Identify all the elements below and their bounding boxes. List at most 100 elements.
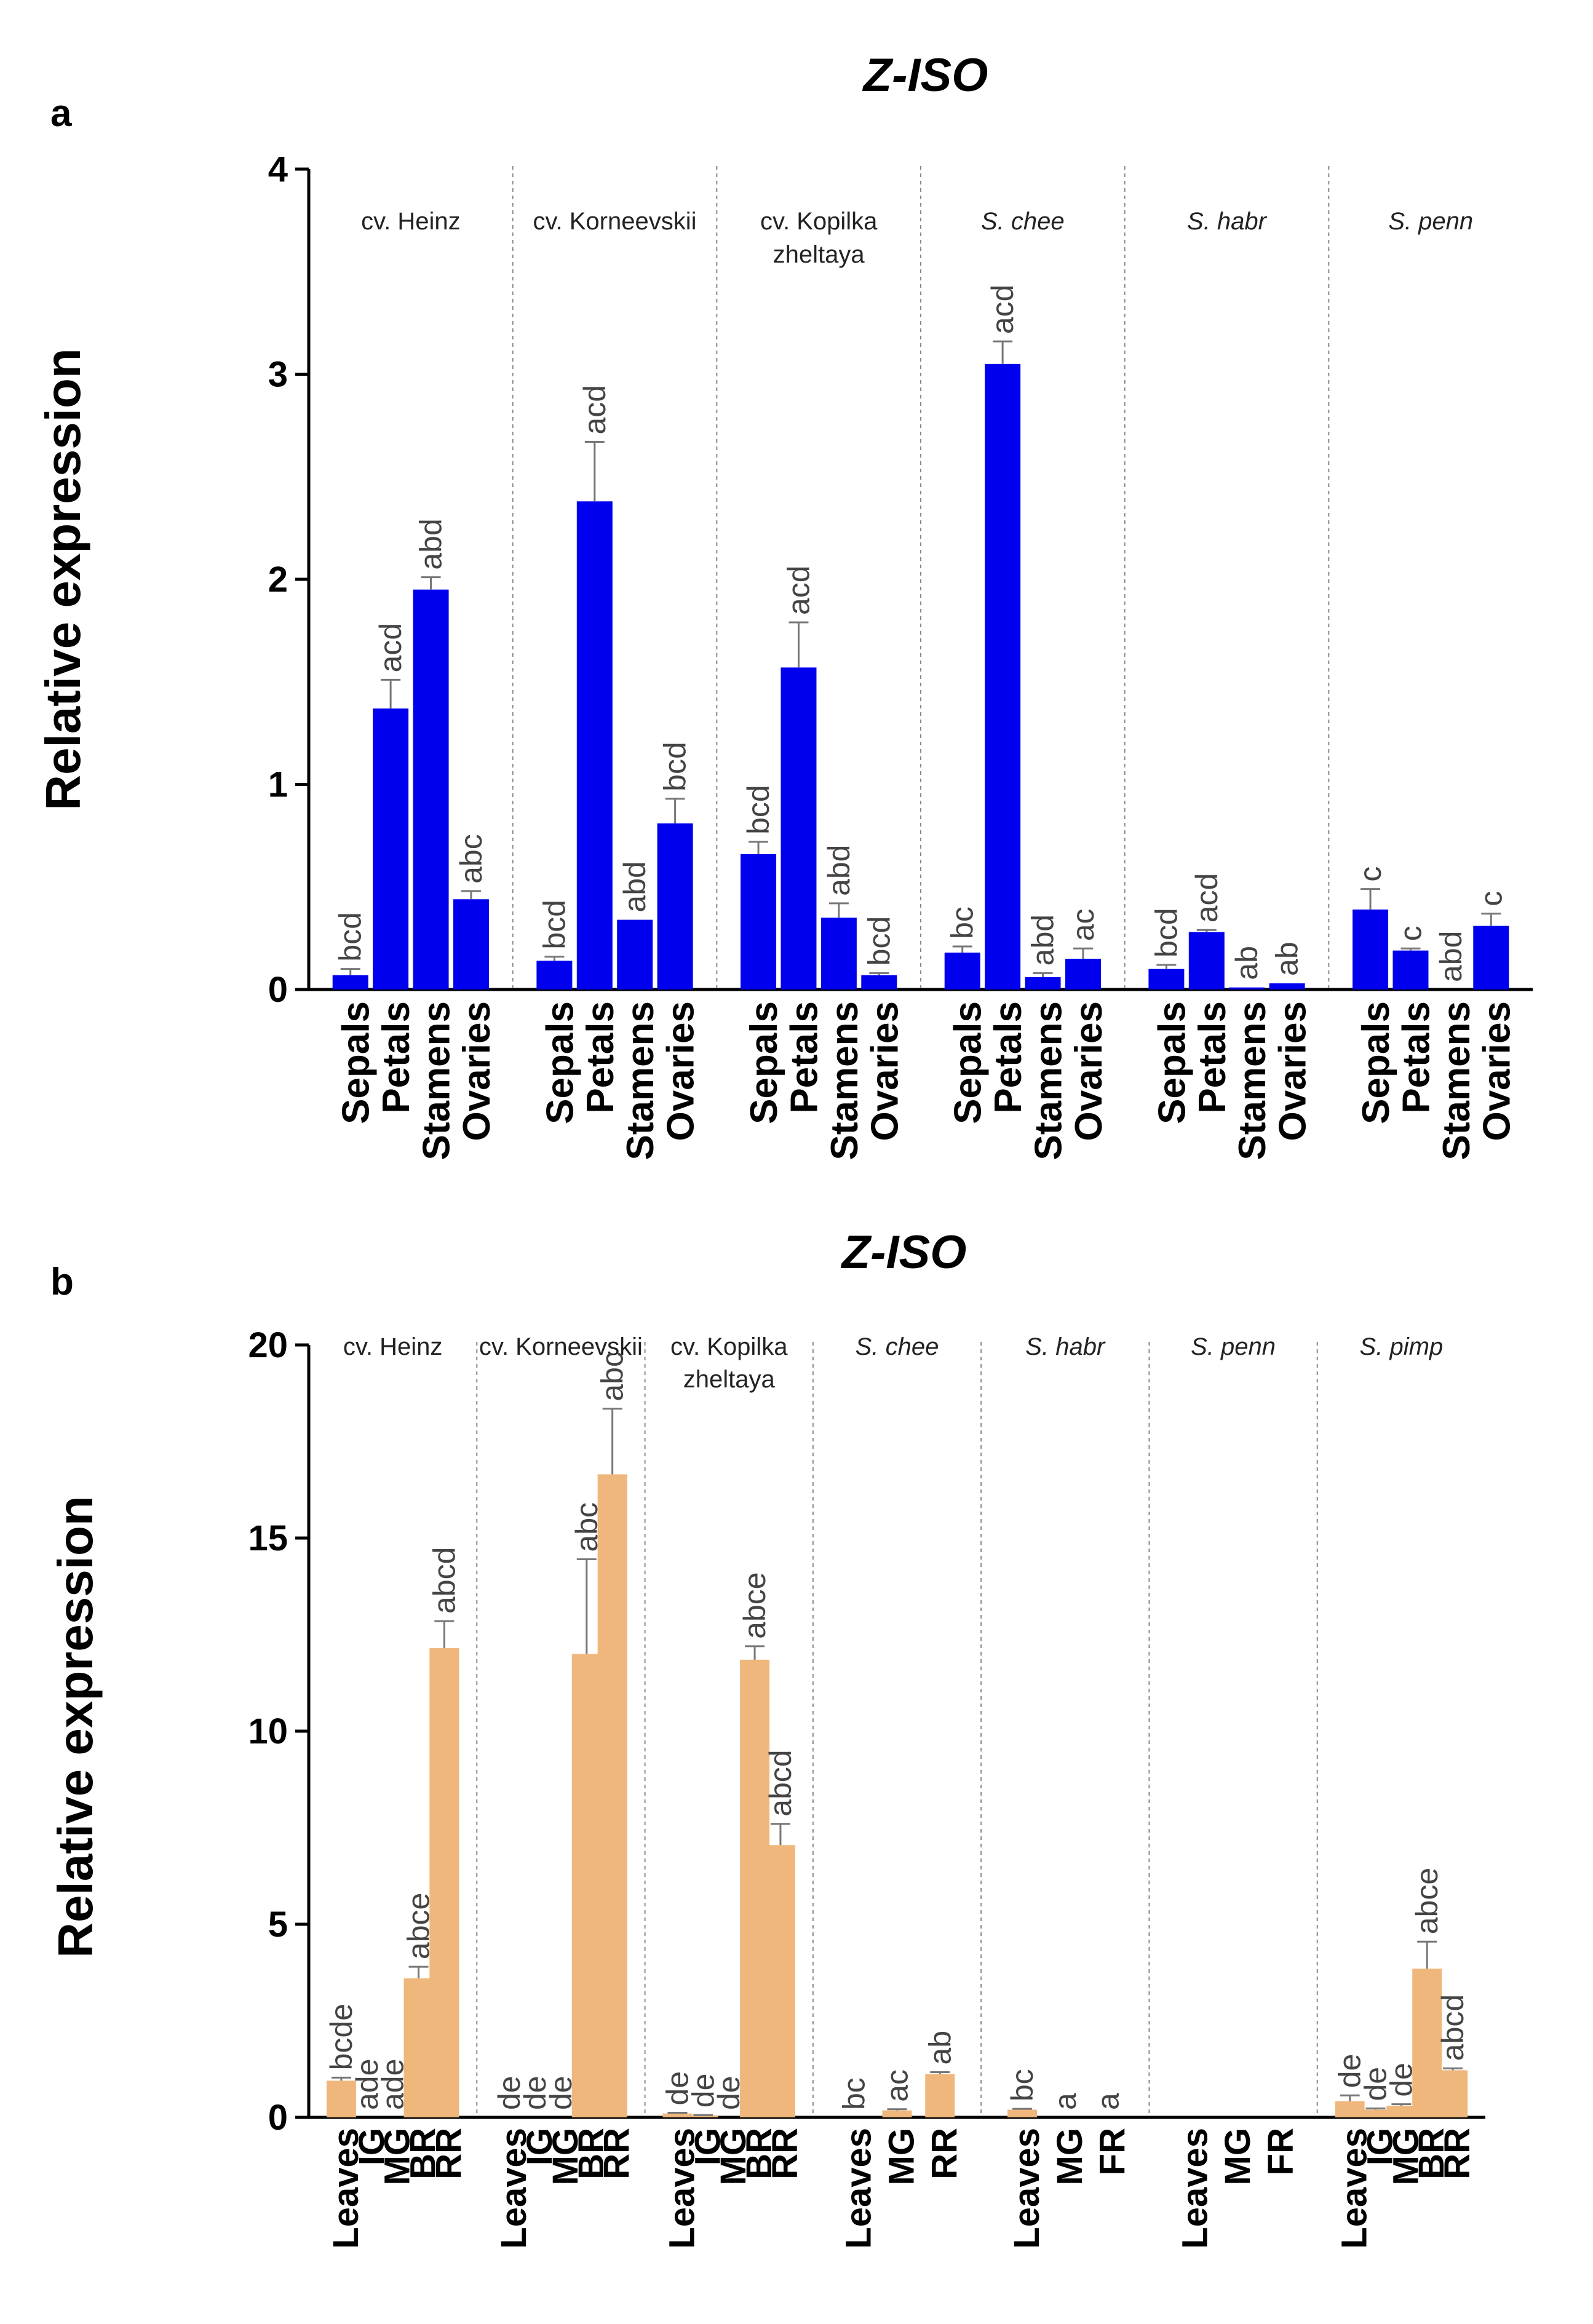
x-tick-label: MG xyxy=(713,2128,753,2185)
x-tick-label: Stamens xyxy=(1028,1001,1070,1160)
x-tick-label: Sepals xyxy=(1355,1001,1397,1124)
x-tick-label: MG xyxy=(1386,2128,1426,2185)
significance-label: de xyxy=(1359,2067,1393,2101)
bar xyxy=(820,918,857,989)
bar xyxy=(1025,977,1061,989)
x-tick-label: Ovaries xyxy=(660,1001,702,1141)
x-tick-label: Ovaries xyxy=(1272,1001,1314,1141)
bar xyxy=(1386,2106,1416,2117)
significance-label: c xyxy=(1393,926,1428,941)
significance-label: ac xyxy=(880,2069,915,2102)
chart-panel-b: b Z-ISO Relative expression 0 5 10 15 20 cv. Hei… xyxy=(48,1226,1485,2249)
x-tick-label: FR xyxy=(1261,2128,1301,2175)
significance-label: ac xyxy=(1066,908,1100,941)
bar xyxy=(985,363,1021,989)
bar xyxy=(326,2080,356,2117)
group-label: cv. Heinz xyxy=(343,1333,443,1360)
x-tick-label: IG xyxy=(352,2128,392,2165)
x-tick-label: FR xyxy=(1093,2128,1133,2175)
x-tick-label: Petals xyxy=(1191,1001,1234,1114)
significance-label: acd xyxy=(578,385,612,435)
x-tick-label: RR xyxy=(1437,2128,1477,2179)
x-tick-label: Stamens xyxy=(1231,1001,1274,1160)
x-tick-label: MG xyxy=(378,2128,418,2185)
x-tick-label: MG xyxy=(546,2128,586,2185)
bar xyxy=(1007,2109,1038,2117)
significance-label: bc xyxy=(945,906,980,939)
x-tick-label: Leaves xyxy=(494,2128,534,2249)
bar xyxy=(1361,2109,1391,2117)
significance-label: de xyxy=(492,2076,526,2110)
significance-label: abce xyxy=(1410,1868,1444,1934)
group-label: S. chee xyxy=(856,1333,939,1360)
y-tick-label: 15 xyxy=(248,1518,288,1558)
significance-label: ab xyxy=(1230,946,1264,980)
chart-title: Z-ISO xyxy=(862,49,988,101)
bar xyxy=(688,2115,718,2117)
bar xyxy=(571,1654,602,2117)
x-tick-label: Sepals xyxy=(335,1001,378,1124)
x-tick-label: RR xyxy=(765,2128,805,2179)
bar xyxy=(925,2074,955,2117)
significance-label: de xyxy=(661,2071,695,2106)
y-tick-label: 5 xyxy=(268,1905,288,1945)
x-tick-label: Ovaries xyxy=(864,1001,906,1141)
x-tick-label: Stamens xyxy=(1436,1001,1478,1160)
significance-label: abc xyxy=(595,1352,630,1402)
y-axis-label: Relative expression xyxy=(36,348,90,810)
significance-label: abc xyxy=(454,834,488,884)
significance-label: bcd xyxy=(537,900,571,950)
x-tick-label: MG xyxy=(1050,2128,1090,2185)
significance-label: ab xyxy=(1270,942,1305,976)
significance-label: de xyxy=(518,2076,552,2110)
x-tick-label: Ovaries xyxy=(1476,1001,1518,1141)
significance-label: acd xyxy=(373,623,408,673)
group-label: cv. Heinz xyxy=(361,208,461,235)
panel-label: a xyxy=(50,92,72,135)
group-label: S. habr xyxy=(1187,208,1268,235)
x-tick-label: Stamens xyxy=(824,1001,866,1160)
y-axis-label: Relative expression xyxy=(48,1496,103,1957)
significance-label: bcd xyxy=(1149,908,1183,958)
group-label: cv. Kopilka zheltaya xyxy=(760,208,878,268)
bar xyxy=(413,589,449,989)
bar xyxy=(1269,983,1305,989)
x-tick-label: Petals xyxy=(1395,1001,1437,1114)
bar xyxy=(662,2113,693,2117)
group-label: S. habr xyxy=(1025,1333,1106,1360)
bar xyxy=(657,823,693,989)
x-tick-label: IG xyxy=(688,2128,728,2165)
significance-label: abd xyxy=(1026,914,1060,966)
chart-title: Z-ISO xyxy=(841,1226,967,1279)
significance-label: c xyxy=(1353,867,1388,882)
significance-label: c xyxy=(1474,891,1508,906)
significance-label: abcd xyxy=(427,1547,461,1614)
bar xyxy=(781,667,817,989)
significance-label: abd xyxy=(822,844,856,895)
bar xyxy=(576,501,613,989)
x-tick-label: Sepals xyxy=(947,1001,990,1124)
x-tick-label: BR xyxy=(739,2128,779,2179)
chart-panel-a: a Z-ISO Relative expression 0 1 2 3 4 cv. Heinz b… xyxy=(36,49,1533,1160)
x-tick-label: IG xyxy=(1361,2128,1400,2165)
x-tick-label: RR xyxy=(429,2128,469,2179)
x-tick-label: BR xyxy=(571,2128,611,2179)
x-tick-label: MG xyxy=(882,2128,922,2185)
significance-label: bcd xyxy=(658,742,693,791)
bar xyxy=(1412,1969,1442,2117)
significance-label: abd xyxy=(414,518,448,569)
y-tick-label: 10 xyxy=(248,1711,288,1751)
bar xyxy=(1188,932,1225,989)
x-tick-label: Petals xyxy=(783,1001,825,1114)
x-tick-label: Sepals xyxy=(743,1001,785,1124)
bar xyxy=(1353,909,1389,989)
x-tick-label: Stamens xyxy=(416,1001,458,1160)
significance-label: bcd xyxy=(741,785,776,835)
x-tick-label: Petals xyxy=(579,1001,622,1114)
x-tick-label: Ovaries xyxy=(456,1001,498,1141)
bar xyxy=(536,961,573,989)
significance-label: bcd xyxy=(862,916,896,966)
significance-label: ab xyxy=(923,2031,957,2065)
bar xyxy=(882,2110,912,2117)
